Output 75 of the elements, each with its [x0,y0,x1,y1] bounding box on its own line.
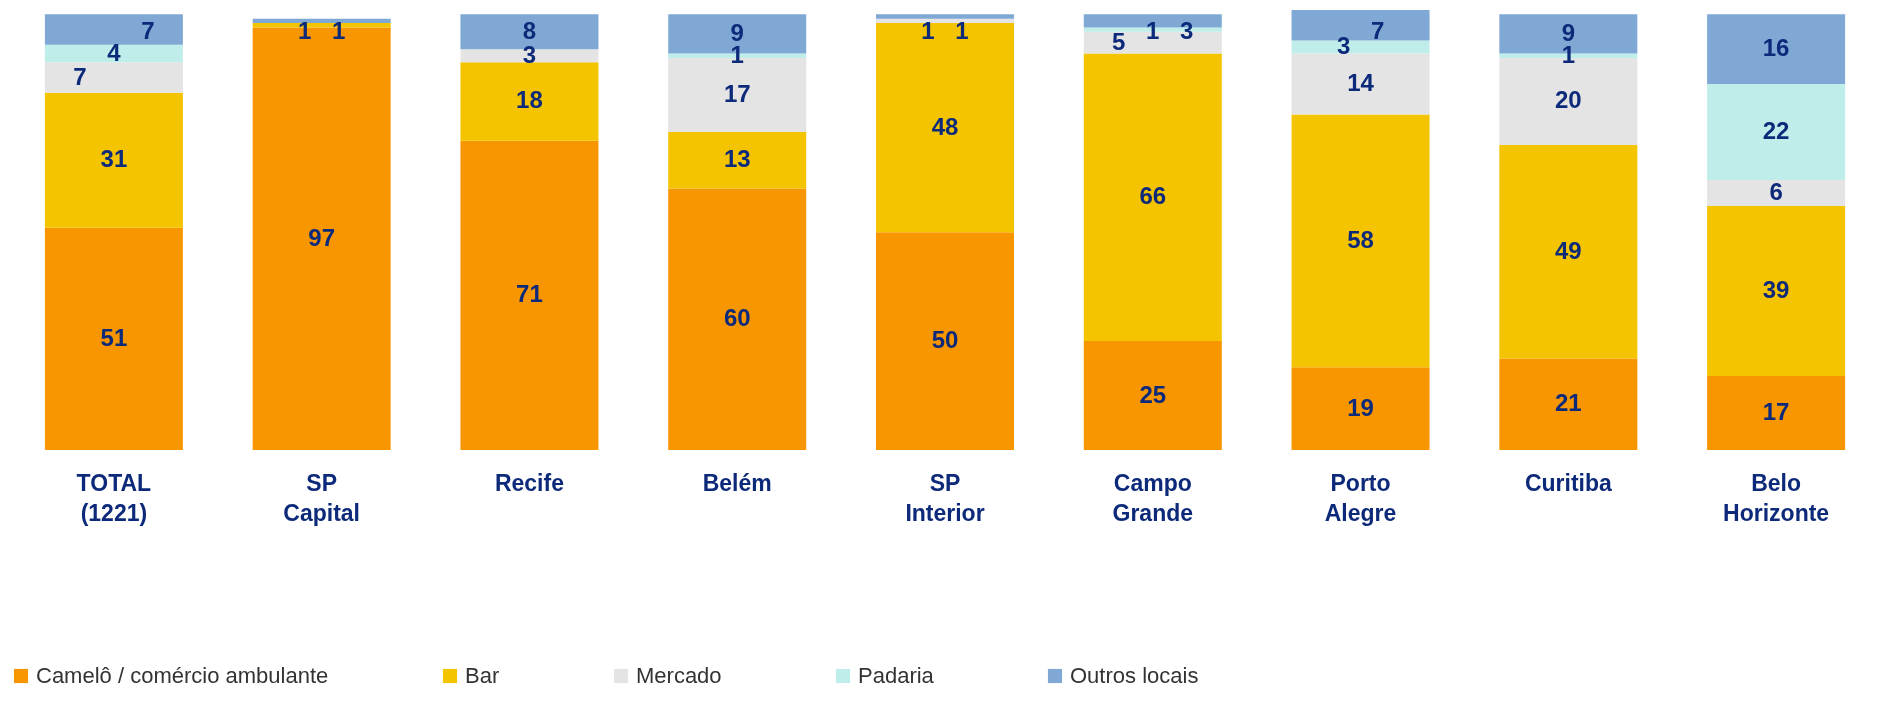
legend-label: Camelô / comércio ambulante [36,663,329,688]
x-tick-label: Belo Horizonte [1723,469,1830,526]
data-label: 7 [141,16,155,44]
data-label: 18 [516,86,543,114]
bar [44,44,183,63]
data-label: 1 [297,16,312,44]
bar [1499,358,1638,450]
data-label: 19 [1347,393,1374,421]
x-tick-label: SP Interior [905,469,985,526]
x-tick-label: TOTAL (1221) [76,469,152,526]
data-label: 7 [1370,16,1385,44]
x-tick-label: Campo Grande [1112,469,1194,526]
data-label: 14 [1347,69,1375,97]
bar [460,140,599,450]
data-label: 66 [1139,182,1167,210]
bar [252,18,391,24]
data-label: 1 [331,16,346,44]
x-tick-label: Recife [494,469,564,496]
data-label: 5 [1112,27,1126,55]
legend-label: Padaria [858,663,935,688]
data-label: 6 [1769,177,1783,205]
data-label: 21 [1554,389,1582,417]
bar [44,14,183,45]
data-label: 50 [931,326,959,354]
bar [1083,341,1222,450]
bar [1707,84,1846,180]
bar [1291,367,1430,450]
data-label: 1 [955,16,969,44]
data-label: 4 [107,38,122,66]
bar [1707,14,1846,85]
data-label: 49 [1554,236,1582,264]
data-label: 60 [723,304,751,332]
data-label: 1 [921,16,935,44]
bar [44,62,183,93]
bar [1707,179,1846,207]
bar [1499,145,1638,359]
bar [668,131,807,189]
bar [876,14,1014,19]
bar [1707,375,1846,450]
data-label: 17 [723,79,751,107]
legend-label: Bar [465,663,500,688]
data-label: 16 [1762,34,1790,62]
x-tick-label: Curitiba [1524,469,1612,496]
data-label: 1 [1146,16,1160,44]
bar [1083,53,1222,342]
bar [460,62,599,141]
bar [1707,206,1846,376]
legend-label: Mercado [636,663,722,688]
bar [44,92,183,228]
data-label: 25 [1139,380,1167,408]
data-label: 51 [100,323,128,351]
x-tick-label: SP Capital [283,469,361,526]
data-label: 3 [1336,32,1351,60]
bar [1291,53,1430,115]
data-label: 3 [1180,16,1194,44]
data-label: 7 [73,62,87,90]
legend-label: Outros locais [1070,663,1199,688]
bar [668,188,807,450]
data-label: 22 [1762,116,1790,144]
bar [44,227,183,450]
data-label: 20 [1554,86,1582,114]
bar [876,18,1014,24]
bar [876,232,1014,450]
bar [876,23,1014,233]
data-label: 58 [1347,225,1374,253]
x-tick-label: Belém [702,469,772,496]
data-label: 71 [516,280,543,308]
bar [1291,114,1430,368]
data-label: 31 [100,145,128,173]
data-label: 39 [1762,275,1790,303]
x-tick-label: Porto Alegre [1324,469,1397,526]
data-label: 13 [723,145,751,173]
data-label: 97 [308,223,336,251]
data-label: 48 [931,112,959,140]
data-label: 17 [1762,397,1790,425]
